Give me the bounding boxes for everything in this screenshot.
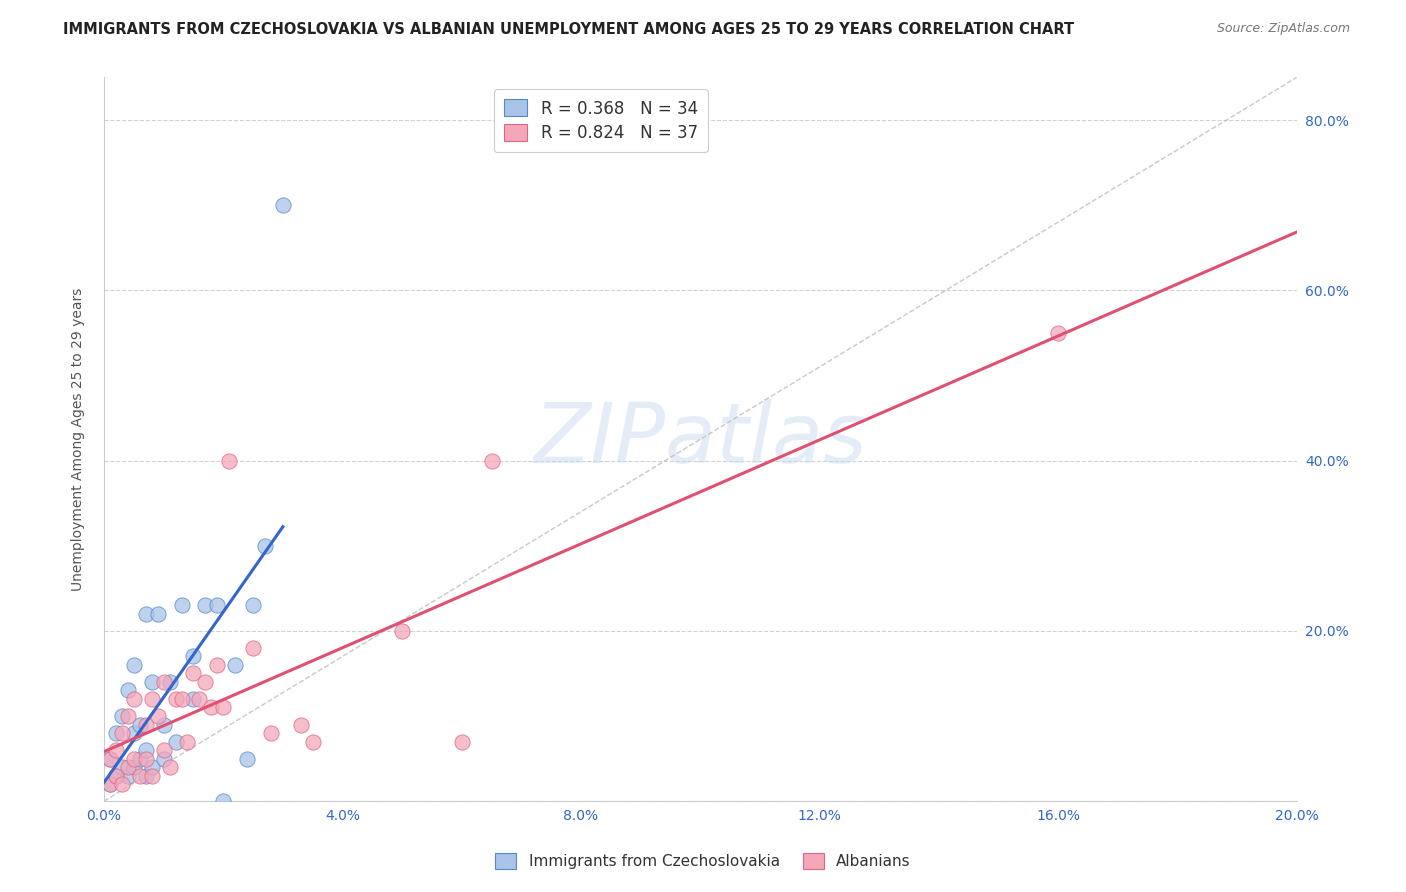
Point — [141, 692, 163, 706]
Point — [152, 675, 174, 690]
Point — [122, 751, 145, 765]
Text: Source: ZipAtlas.com: Source: ZipAtlas.com — [1216, 22, 1350, 36]
Point — [224, 657, 246, 672]
Legend: R = 0.368   N = 34, R = 0.824   N = 37: R = 0.368 N = 34, R = 0.824 N = 37 — [494, 89, 707, 153]
Point — [141, 760, 163, 774]
Point — [98, 751, 121, 765]
Point — [188, 692, 211, 706]
Point — [146, 709, 169, 723]
Point — [391, 624, 413, 638]
Point — [141, 675, 163, 690]
Point — [117, 769, 139, 783]
Point — [450, 734, 472, 748]
Point — [212, 794, 235, 808]
Point — [152, 717, 174, 731]
Point — [135, 607, 157, 621]
Point — [200, 700, 222, 714]
Point — [481, 453, 503, 467]
Y-axis label: Unemployment Among Ages 25 to 29 years: Unemployment Among Ages 25 to 29 years — [72, 287, 86, 591]
Point — [135, 743, 157, 757]
Point — [183, 692, 205, 706]
Point — [271, 198, 294, 212]
Point — [165, 734, 187, 748]
Point — [207, 657, 229, 672]
Point — [194, 599, 217, 613]
Point — [194, 675, 217, 690]
Point — [111, 777, 134, 791]
Point — [141, 769, 163, 783]
Point — [98, 751, 121, 765]
Point — [104, 769, 127, 783]
Point — [111, 726, 134, 740]
Point — [170, 599, 193, 613]
Point — [122, 760, 145, 774]
Point — [146, 607, 169, 621]
Point — [104, 769, 127, 783]
Point — [122, 657, 145, 672]
Point — [135, 717, 157, 731]
Point — [117, 709, 139, 723]
Text: ZIPatlas: ZIPatlas — [533, 399, 868, 480]
Point — [242, 599, 264, 613]
Point — [135, 769, 157, 783]
Point — [122, 726, 145, 740]
Point — [135, 751, 157, 765]
Point — [159, 760, 181, 774]
Point — [183, 666, 205, 681]
Point — [117, 683, 139, 698]
Point — [1047, 326, 1070, 340]
Point — [176, 734, 198, 748]
Point — [218, 453, 240, 467]
Point — [111, 760, 134, 774]
Point — [165, 692, 187, 706]
Legend: Immigrants from Czechoslovakia, Albanians: Immigrants from Czechoslovakia, Albanian… — [489, 847, 917, 875]
Point — [104, 726, 127, 740]
Point — [128, 769, 150, 783]
Point — [253, 539, 276, 553]
Point — [183, 649, 205, 664]
Point — [111, 709, 134, 723]
Text: IMMIGRANTS FROM CZECHOSLOVAKIA VS ALBANIAN UNEMPLOYMENT AMONG AGES 25 TO 29 YEAR: IMMIGRANTS FROM CZECHOSLOVAKIA VS ALBANI… — [63, 22, 1074, 37]
Point — [117, 760, 139, 774]
Point — [104, 743, 127, 757]
Point — [98, 777, 121, 791]
Point — [122, 692, 145, 706]
Point — [212, 700, 235, 714]
Point — [290, 717, 312, 731]
Point — [159, 675, 181, 690]
Point — [170, 692, 193, 706]
Point — [152, 743, 174, 757]
Point — [152, 751, 174, 765]
Point — [128, 751, 150, 765]
Point — [207, 599, 229, 613]
Point — [242, 640, 264, 655]
Point — [236, 751, 259, 765]
Point — [301, 734, 323, 748]
Point — [98, 777, 121, 791]
Point — [128, 717, 150, 731]
Point — [260, 726, 283, 740]
